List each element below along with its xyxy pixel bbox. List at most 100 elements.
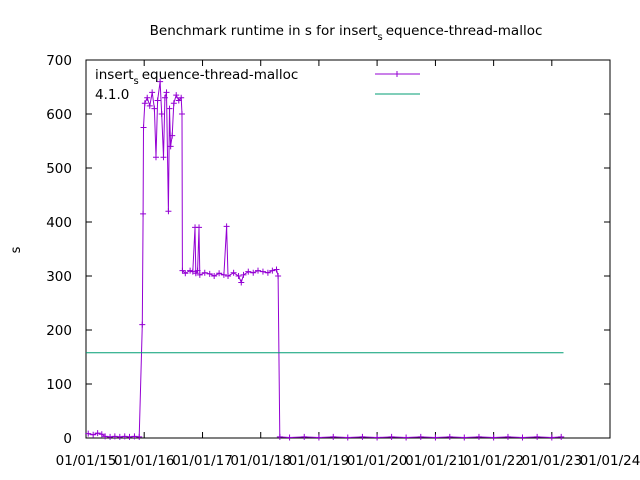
series-1-point <box>432 434 439 441</box>
chart-title: Benchmark runtime in s for inserts equenc… <box>150 23 543 43</box>
series-1-point <box>273 266 280 273</box>
series-1-point <box>315 434 322 441</box>
series-1-point <box>94 430 101 437</box>
legend-entry-1-part-2: equence-thread-malloc <box>142 67 299 83</box>
series-1-point <box>196 224 203 231</box>
x-tick-label: 01/01/18 <box>230 453 291 469</box>
series-1-point <box>98 431 105 438</box>
series-1-point <box>151 105 158 112</box>
series-1-point <box>141 100 148 107</box>
series-1-point <box>152 154 159 161</box>
series-1-point <box>344 434 351 441</box>
series-1-line <box>88 81 562 439</box>
series-1-point <box>173 92 180 99</box>
series-1-point <box>187 267 194 274</box>
series-1-point <box>220 271 227 278</box>
x-tick-label: 01/01/23 <box>521 453 582 469</box>
series-1-point <box>165 208 172 215</box>
y-axis-ticks: 0 100 200 300 400 500 600 700 <box>46 53 610 447</box>
y-tick-label: 0 <box>63 431 72 447</box>
y-tick-label: 300 <box>46 269 72 285</box>
x-tick-label: 01/01/22 <box>463 453 524 469</box>
series-1-point <box>189 268 196 275</box>
series-1-point <box>160 154 167 161</box>
series-1-point <box>255 267 262 274</box>
series-1-point <box>201 269 208 276</box>
series-1-point <box>534 433 541 440</box>
series-1-point <box>403 434 410 441</box>
y-tick-label: 100 <box>46 377 72 393</box>
series-1-point <box>230 269 237 276</box>
series-1-point <box>504 433 511 440</box>
chart-title-subscript: s <box>378 32 383 43</box>
series-layer <box>85 78 565 441</box>
series-1-point <box>235 273 242 279</box>
series-1-point <box>85 430 92 437</box>
series-1-point <box>136 433 143 440</box>
series-1-point <box>107 433 114 440</box>
series-1-point <box>238 279 245 286</box>
series-1-point <box>139 321 146 328</box>
series-1-point <box>194 267 201 274</box>
series-1-point <box>170 100 177 107</box>
series-1-point <box>163 89 170 96</box>
series-1-point <box>250 269 257 276</box>
series-1-point <box>269 267 276 274</box>
y-tick-label: 200 <box>46 323 72 339</box>
series-1-point <box>196 271 203 278</box>
series-1-point <box>102 433 109 440</box>
chart-title-part-1: Benchmark runtime in s for insert <box>150 23 378 39</box>
series-1-point <box>475 433 482 440</box>
series-1-point <box>178 111 185 117</box>
series-1-point <box>179 267 186 274</box>
legend-entry-1-marker <box>394 71 400 77</box>
series-1-point <box>157 78 164 85</box>
series-1-point <box>490 434 497 441</box>
y-axis-label: s <box>9 246 24 253</box>
series-1-point <box>216 270 223 277</box>
series-1-point <box>359 433 366 440</box>
series-1-point <box>140 210 147 217</box>
series-1-point <box>144 94 151 101</box>
series-1-point <box>286 434 293 441</box>
series-1-point <box>276 433 283 440</box>
series-1-point <box>259 268 266 275</box>
series-1-point <box>158 111 165 117</box>
series-1-point <box>178 94 185 101</box>
y-tick-label: 400 <box>46 215 72 231</box>
y-tick-label: 500 <box>46 161 72 177</box>
series-1-point <box>182 270 189 277</box>
series-1-point <box>161 94 168 101</box>
x-tick-label: 01/01/19 <box>289 453 350 469</box>
legend: inserts equence-thread-malloc 4.1.0 <box>95 67 420 103</box>
series-1-point <box>149 89 156 96</box>
series-1-point <box>330 433 337 440</box>
x-axis-ticks: 01/01/1501/01/1601/01/1701/01/1801/01/19… <box>56 60 640 469</box>
y-tick-label: 600 <box>46 107 72 123</box>
series-1-point <box>90 431 97 438</box>
series-1-point <box>146 102 153 109</box>
series-1-point <box>446 433 453 440</box>
legend-entry-1-part-1: insert <box>95 67 134 83</box>
series-1-point <box>388 433 395 440</box>
series-1-point <box>111 433 118 440</box>
series-1-point <box>548 434 555 441</box>
legend-entry-1-label: inserts equence-thread-malloc <box>95 67 298 87</box>
series-1-point <box>264 269 271 276</box>
series-1-point <box>126 433 133 440</box>
series-1-point <box>140 124 147 131</box>
series-1-point <box>240 271 247 278</box>
series-1-point <box>223 223 230 230</box>
series-1-point <box>417 433 424 440</box>
series-1-point <box>374 434 381 441</box>
series-1-point <box>121 433 128 440</box>
y-tick-label: 700 <box>46 53 72 69</box>
series-1-point <box>131 433 138 440</box>
series-1-point <box>461 434 468 441</box>
legend-entry-2-label: 4.1.0 <box>95 87 129 103</box>
series-1-point <box>519 434 526 441</box>
x-tick-label: 01/01/15 <box>56 453 117 469</box>
series-1-point <box>167 143 174 150</box>
series-1-point <box>301 433 308 440</box>
